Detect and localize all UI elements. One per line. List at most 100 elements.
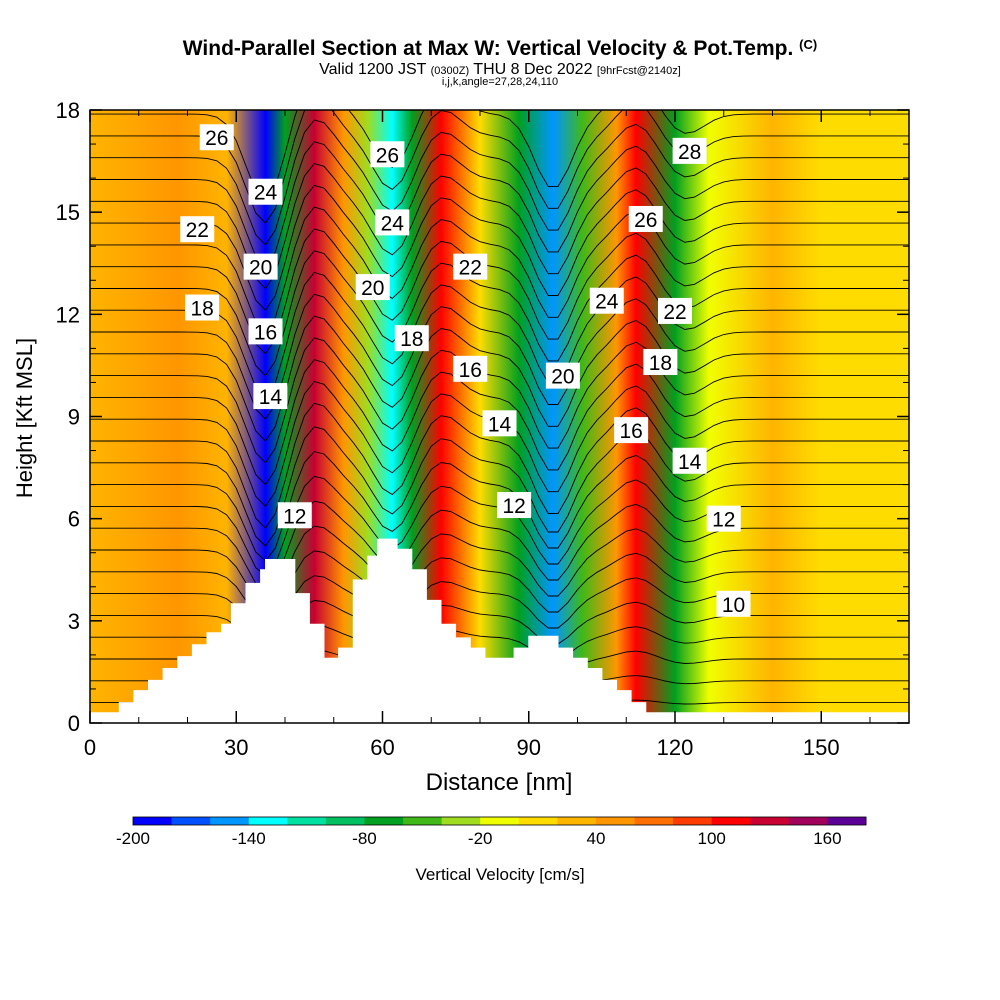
contour-label: 16 bbox=[614, 417, 649, 444]
y-axis-label: Height [Kft MSL] bbox=[12, 338, 37, 498]
colorbar-swatch bbox=[788, 817, 828, 825]
colorbar-tick-label: 160 bbox=[813, 829, 841, 848]
contour-label-text: 10 bbox=[722, 594, 745, 617]
chart-indices: i,j,k,angle=27,28,24,110 bbox=[441, 76, 559, 88]
contour-label-text: 12 bbox=[502, 495, 525, 518]
colorbar-swatch bbox=[750, 817, 790, 825]
y-tick-label: 9 bbox=[68, 405, 80, 430]
contour-label-text: 18 bbox=[190, 298, 213, 321]
contour-label-box bbox=[658, 297, 692, 324]
isentrope-line bbox=[90, 163, 909, 290]
colorbar-tick-label: -80 bbox=[352, 829, 377, 848]
isentrope-line bbox=[90, 228, 909, 355]
colorbar-swatch bbox=[827, 817, 867, 825]
colorbar-tick-label: -140 bbox=[232, 829, 266, 848]
contour-label: 20 bbox=[243, 253, 278, 280]
contour-label: 26 bbox=[370, 141, 405, 168]
terrain bbox=[90, 538, 909, 723]
isentrope-line bbox=[90, 206, 909, 333]
isentrope-line bbox=[90, 271, 909, 399]
colorbar-swatch bbox=[133, 817, 173, 825]
contour-label-text: 26 bbox=[634, 209, 657, 232]
contour-label-box bbox=[672, 447, 707, 474]
contour-label: 20 bbox=[355, 274, 390, 301]
contour-label-text: 22 bbox=[186, 219, 209, 242]
isentrope-line bbox=[90, 315, 909, 442]
colorbar-swatch bbox=[595, 817, 636, 825]
contour-label: 22 bbox=[453, 253, 488, 280]
colorbar: -200 -140 -80 -20 40 100 160 bbox=[116, 816, 867, 848]
contour-label: 26 bbox=[199, 124, 234, 151]
contour-label-text: 28 bbox=[678, 141, 701, 164]
contour-label-text: 20 bbox=[249, 257, 272, 280]
isentrope-line bbox=[90, 426, 909, 547]
contour-label-box bbox=[453, 253, 488, 280]
colorbar-swatch bbox=[287, 817, 327, 825]
contour-label-text: 22 bbox=[459, 257, 482, 280]
contour-label-box bbox=[185, 294, 220, 321]
isentrope-line bbox=[90, 141, 909, 268]
contour-label: 14 bbox=[482, 410, 517, 437]
colorbar-swatch bbox=[518, 817, 558, 825]
colorbar-tick-label: 100 bbox=[697, 829, 725, 848]
isentrope-line bbox=[90, 500, 909, 592]
colorbar-swatch bbox=[403, 817, 443, 825]
isentrope-line bbox=[90, 600, 909, 651]
contour-label: 12 bbox=[706, 505, 741, 532]
colorbar-swatch bbox=[171, 817, 211, 825]
contour-label-box bbox=[545, 362, 580, 389]
isentrope-line bbox=[90, 359, 909, 486]
colorbar-tick-label: 40 bbox=[586, 829, 605, 848]
contour-label: 14 bbox=[253, 383, 288, 410]
y-tick-label: 18 bbox=[56, 98, 80, 123]
isentrope-line bbox=[90, 550, 909, 621]
contour-label-box bbox=[706, 505, 741, 532]
contour-label-box bbox=[355, 274, 390, 301]
y-tick-label: 12 bbox=[56, 302, 80, 327]
isentrope-line bbox=[90, 402, 909, 529]
contour-label-box bbox=[497, 492, 532, 519]
contour-label-text: 20 bbox=[551, 366, 574, 389]
x-tick-label: 60 bbox=[370, 735, 394, 760]
colorbar-tick-label: -20 bbox=[468, 829, 493, 848]
colorbar-swatch bbox=[557, 817, 597, 825]
colorbar-tick-label: -200 bbox=[116, 829, 150, 848]
x-axis-label: Distance [nm] bbox=[426, 769, 573, 796]
y-tick-label: 15 bbox=[56, 200, 80, 225]
isentrope-line bbox=[90, 250, 909, 377]
contour-label-text: 16 bbox=[459, 359, 482, 382]
contour-label: 12 bbox=[497, 492, 532, 519]
contour-label: 16 bbox=[453, 355, 488, 382]
contour-label-box bbox=[394, 325, 429, 352]
contour-label: 18 bbox=[643, 349, 678, 376]
y-tick-label: 0 bbox=[68, 711, 80, 736]
contour-label-box bbox=[277, 502, 312, 529]
contour-label-text: 24 bbox=[595, 291, 619, 314]
colorbar-swatch bbox=[673, 817, 713, 825]
colorbar-swatch bbox=[364, 817, 404, 825]
contour-label-box bbox=[453, 355, 488, 382]
contour-label-box bbox=[614, 417, 649, 444]
contour-label-text: 18 bbox=[649, 352, 672, 375]
contour-label-text: 20 bbox=[361, 277, 384, 300]
contour-label: 28 bbox=[672, 137, 707, 164]
contour-label: 24 bbox=[375, 209, 410, 236]
plot-area bbox=[90, 110, 909, 723]
x-tick-label: 150 bbox=[803, 735, 840, 760]
contour-label-box bbox=[180, 216, 215, 243]
contour-label-text: 12 bbox=[283, 505, 306, 528]
contour-label: 10 bbox=[716, 590, 751, 617]
contour-label: 14 bbox=[672, 447, 707, 474]
contour-label: 16 bbox=[248, 318, 283, 345]
colorbar-frame bbox=[132, 816, 867, 826]
isentrope-line bbox=[90, 575, 909, 636]
contour-label-box bbox=[253, 383, 288, 410]
y-tick-label: 6 bbox=[68, 507, 80, 532]
x-tick-label: 30 bbox=[224, 735, 248, 760]
x-tick-label: 90 bbox=[517, 735, 541, 760]
chart-subtitle: Valid 1200 JST (0300Z) THU 8 Dec 2022 [9… bbox=[319, 61, 681, 78]
contour-label-box bbox=[589, 287, 624, 314]
title-mark: (C) bbox=[799, 37, 818, 52]
contour-label-box bbox=[248, 318, 283, 345]
contour-label: 26 bbox=[628, 205, 663, 232]
